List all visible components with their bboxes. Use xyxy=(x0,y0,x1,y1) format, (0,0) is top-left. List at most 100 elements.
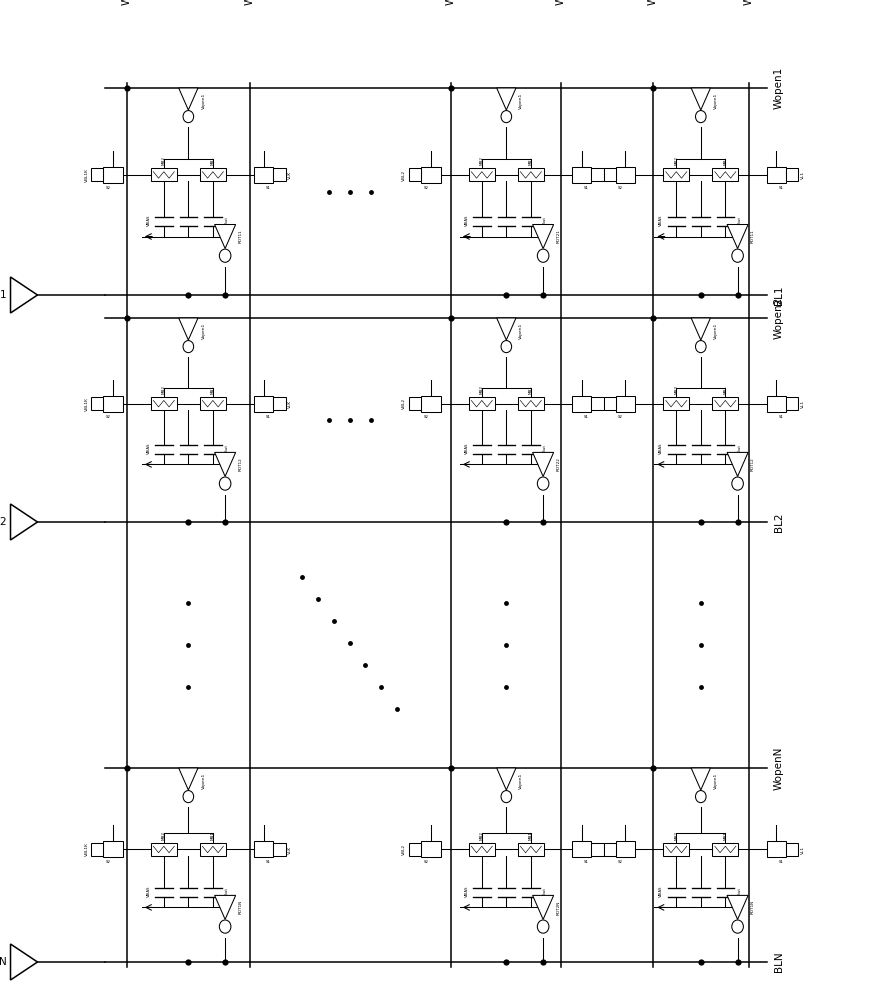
Bar xyxy=(663,843,689,856)
Bar xyxy=(409,397,421,410)
Text: WL1: WL1 xyxy=(744,0,754,5)
Polygon shape xyxy=(215,225,236,248)
Text: MB2: MB2 xyxy=(675,831,678,840)
Text: BL2: BL2 xyxy=(774,512,783,532)
Circle shape xyxy=(731,249,744,262)
Text: Vopen1: Vopen1 xyxy=(714,773,718,789)
Text: VBL1: VBL1 xyxy=(597,398,601,409)
Bar xyxy=(616,167,635,183)
Bar xyxy=(91,843,103,856)
Bar xyxy=(766,396,786,412)
Text: WLBK: WLBK xyxy=(122,0,132,5)
Text: Vopen1: Vopen1 xyxy=(201,93,206,109)
Text: VBIAS: VBIAS xyxy=(659,215,663,226)
Text: WopenN: WopenN xyxy=(774,746,783,790)
Text: S2: S2 xyxy=(618,415,623,419)
Polygon shape xyxy=(727,895,748,919)
Circle shape xyxy=(501,341,512,353)
Bar xyxy=(591,843,604,856)
Text: ROT11: ROT11 xyxy=(751,230,755,243)
Text: Wopen2: Wopen2 xyxy=(774,297,783,339)
Bar xyxy=(273,168,286,181)
Text: VBIAS: VBIAS xyxy=(659,442,663,454)
Text: VBL2: VBL2 xyxy=(402,844,406,855)
Bar xyxy=(151,843,177,856)
Text: S2: S2 xyxy=(424,415,428,419)
Text: MB2: MB2 xyxy=(480,831,484,840)
Polygon shape xyxy=(533,225,554,248)
Text: Vopen1: Vopen1 xyxy=(714,323,718,339)
Text: S1: S1 xyxy=(779,415,783,419)
Text: WLB2: WLB2 xyxy=(446,0,456,5)
Text: MB1: MB1 xyxy=(529,157,533,165)
Text: WLB1: WLB1 xyxy=(647,0,658,5)
Text: Wopen1: Wopen1 xyxy=(774,67,783,109)
Text: VBIAS: VBIAS xyxy=(146,215,151,226)
Text: MB1: MB1 xyxy=(529,385,533,394)
Text: Vout: Vout xyxy=(738,216,742,225)
Circle shape xyxy=(183,791,194,803)
Circle shape xyxy=(696,341,706,353)
Text: S1: S1 xyxy=(266,186,271,190)
Text: Vopen1: Vopen1 xyxy=(519,323,524,339)
Circle shape xyxy=(537,477,549,490)
Text: ROT21: ROT21 xyxy=(556,230,561,243)
Polygon shape xyxy=(215,452,236,476)
Text: MB2: MB2 xyxy=(480,156,484,165)
Bar xyxy=(518,397,544,410)
Text: ROT2N: ROT2N xyxy=(556,900,561,915)
Circle shape xyxy=(731,477,744,490)
Text: MB2: MB2 xyxy=(162,156,166,165)
Bar xyxy=(91,168,103,181)
Text: MB2: MB2 xyxy=(480,385,484,394)
Text: BLN: BLN xyxy=(774,952,783,972)
Bar xyxy=(273,397,286,410)
Bar xyxy=(712,397,738,410)
Text: S2: S2 xyxy=(424,860,428,864)
Text: S2: S2 xyxy=(106,186,110,190)
Text: I1: I1 xyxy=(0,290,7,300)
Bar xyxy=(200,168,226,181)
Text: S1: S1 xyxy=(779,186,783,190)
Text: WLK: WLK xyxy=(244,0,255,5)
Bar xyxy=(421,396,441,412)
Circle shape xyxy=(537,920,549,933)
Text: S1: S1 xyxy=(779,860,783,864)
Text: WL2: WL2 xyxy=(555,0,566,5)
Bar xyxy=(200,397,226,410)
Text: MB1: MB1 xyxy=(529,831,533,840)
Bar xyxy=(663,397,689,410)
Text: VL2: VL2 xyxy=(606,845,611,854)
Text: I2: I2 xyxy=(0,517,7,527)
Bar xyxy=(766,841,786,857)
Text: VBL1K: VBL1K xyxy=(84,168,88,182)
Bar xyxy=(712,168,738,181)
Text: VBIAS: VBIAS xyxy=(464,215,469,226)
Text: S2: S2 xyxy=(106,860,110,864)
Text: Vout: Vout xyxy=(543,887,548,896)
Text: VBL2: VBL2 xyxy=(402,398,406,409)
Bar xyxy=(786,168,798,181)
Bar xyxy=(91,397,103,410)
Text: ROT12: ROT12 xyxy=(751,458,755,471)
Text: Vopen1: Vopen1 xyxy=(201,773,206,789)
Text: BL1: BL1 xyxy=(774,285,783,305)
Bar xyxy=(273,843,286,856)
Text: MB2: MB2 xyxy=(675,156,678,165)
Circle shape xyxy=(501,111,512,123)
Text: S2: S2 xyxy=(618,860,623,864)
Circle shape xyxy=(183,341,194,353)
Circle shape xyxy=(219,920,231,933)
Circle shape xyxy=(537,249,549,262)
Text: Vout: Vout xyxy=(225,444,230,453)
Bar xyxy=(409,843,421,856)
Bar xyxy=(409,168,421,181)
Bar xyxy=(200,843,226,856)
Text: MB1: MB1 xyxy=(211,157,215,165)
Bar xyxy=(254,396,273,412)
Bar xyxy=(591,397,604,410)
Polygon shape xyxy=(727,452,748,476)
Text: MB1: MB1 xyxy=(724,385,727,394)
Text: MB2: MB2 xyxy=(675,385,678,394)
Bar xyxy=(663,168,689,181)
